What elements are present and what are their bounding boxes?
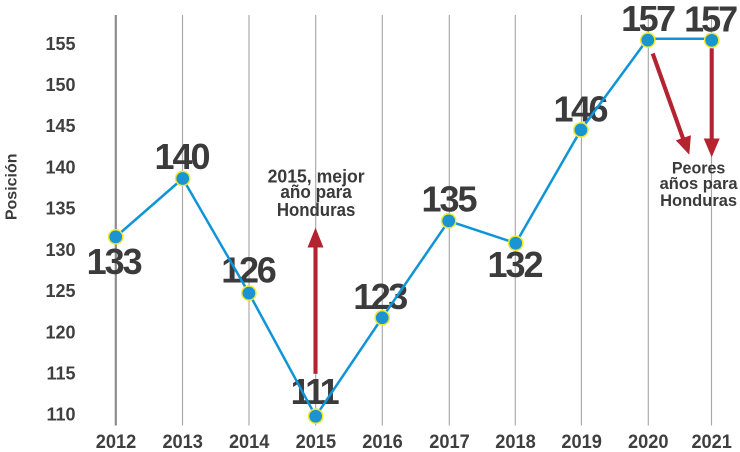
svg-text:135: 135 xyxy=(45,199,75,219)
svg-text:año para: año para xyxy=(280,182,352,202)
svg-text:125: 125 xyxy=(45,281,75,301)
svg-text:2017: 2017 xyxy=(429,431,470,452)
svg-text:2018: 2018 xyxy=(495,431,536,452)
svg-text:140: 140 xyxy=(45,157,75,177)
svg-text:Peores: Peores xyxy=(672,159,726,178)
svg-text:123: 123 xyxy=(353,276,408,317)
svg-text:126: 126 xyxy=(221,250,277,291)
svg-text:150: 150 xyxy=(45,75,75,95)
svg-text:2019: 2019 xyxy=(561,431,602,452)
svg-text:115: 115 xyxy=(46,364,75,384)
svg-text:2015, mejor: 2015, mejor xyxy=(268,167,365,187)
svg-text:135: 135 xyxy=(422,179,478,220)
svg-text:2016: 2016 xyxy=(362,431,403,452)
svg-text:2021: 2021 xyxy=(691,431,732,452)
svg-text:2012: 2012 xyxy=(96,431,137,452)
svg-text:133: 133 xyxy=(87,241,143,282)
svg-text:155: 155 xyxy=(45,34,75,54)
svg-text:130: 130 xyxy=(45,240,75,260)
svg-text:140: 140 xyxy=(155,136,211,177)
svg-text:120: 120 xyxy=(45,322,75,342)
svg-text:2020: 2020 xyxy=(628,431,669,452)
svg-text:Honduras: Honduras xyxy=(277,200,356,220)
svg-text:145: 145 xyxy=(45,116,75,136)
svg-text:110: 110 xyxy=(46,405,75,425)
svg-text:Posición: Posición xyxy=(4,153,21,220)
svg-text:Honduras: Honduras xyxy=(660,191,737,210)
svg-text:2013: 2013 xyxy=(162,431,203,452)
svg-text:2015: 2015 xyxy=(296,431,337,452)
svg-text:años para: años para xyxy=(660,174,739,193)
svg-text:2014: 2014 xyxy=(229,431,270,452)
